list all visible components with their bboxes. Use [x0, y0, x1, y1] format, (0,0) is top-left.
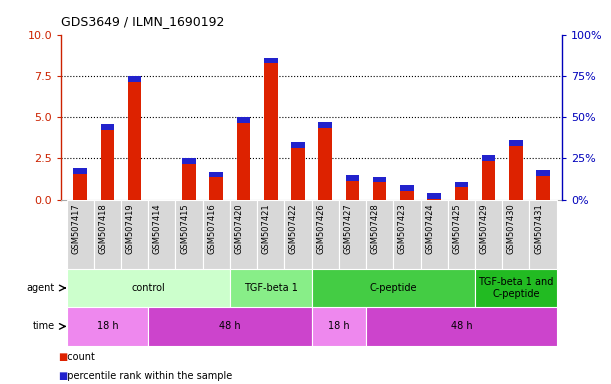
Bar: [73, 168, 87, 174]
Bar: [236, 117, 251, 123]
Bar: [210, 172, 223, 200]
Text: GSM507426: GSM507426: [316, 203, 325, 254]
Bar: [257, 200, 284, 269]
Bar: [67, 307, 148, 346]
Text: GSM507420: GSM507420: [235, 203, 244, 254]
Bar: [264, 58, 277, 200]
Bar: [312, 200, 339, 269]
Bar: [400, 185, 414, 190]
Text: C-peptide: C-peptide: [370, 283, 417, 293]
Text: ■: ■: [58, 352, 67, 362]
Text: 18 h: 18 h: [328, 321, 349, 331]
Bar: [339, 200, 366, 269]
Text: ■: ■: [58, 371, 67, 381]
Bar: [148, 307, 312, 346]
Bar: [182, 159, 196, 200]
Bar: [148, 200, 175, 269]
Bar: [318, 122, 332, 200]
Bar: [393, 200, 420, 269]
Bar: [455, 182, 468, 187]
Text: GSM507422: GSM507422: [289, 203, 298, 254]
Bar: [230, 269, 312, 307]
Text: TGF-beta 1 and
C-peptide: TGF-beta 1 and C-peptide: [478, 277, 554, 299]
Text: percentile rank within the sample: percentile rank within the sample: [61, 371, 232, 381]
Bar: [373, 177, 387, 182]
Bar: [475, 200, 502, 269]
Bar: [128, 76, 141, 82]
Bar: [284, 200, 312, 269]
Bar: [427, 193, 441, 200]
Bar: [482, 155, 496, 200]
Bar: [128, 76, 141, 200]
Text: GSM507419: GSM507419: [126, 203, 134, 254]
Bar: [509, 140, 522, 146]
Bar: [101, 124, 114, 200]
Bar: [93, 200, 121, 269]
Text: GSM507418: GSM507418: [98, 203, 108, 254]
Bar: [346, 175, 359, 200]
Text: count: count: [61, 352, 95, 362]
Bar: [291, 142, 305, 200]
Bar: [400, 185, 414, 200]
Bar: [312, 307, 366, 346]
Bar: [455, 182, 468, 200]
Text: GSM507421: GSM507421: [262, 203, 271, 254]
Bar: [475, 269, 557, 307]
Bar: [448, 200, 475, 269]
Bar: [175, 200, 203, 269]
Bar: [291, 142, 305, 148]
Text: GSM507423: GSM507423: [398, 203, 407, 254]
Bar: [536, 170, 550, 176]
Bar: [536, 170, 550, 200]
Text: GSM507431: GSM507431: [534, 203, 543, 254]
Text: GSM507414: GSM507414: [153, 203, 162, 254]
Bar: [530, 200, 557, 269]
Text: GSM507428: GSM507428: [371, 203, 379, 254]
Bar: [203, 200, 230, 269]
Bar: [121, 200, 148, 269]
Text: GSM507417: GSM507417: [71, 203, 80, 254]
Bar: [366, 200, 393, 269]
Bar: [366, 307, 557, 346]
Text: agent: agent: [27, 283, 55, 293]
Bar: [373, 177, 387, 200]
Bar: [318, 122, 332, 128]
Bar: [67, 200, 93, 269]
Text: time: time: [33, 321, 55, 331]
Bar: [312, 269, 475, 307]
Bar: [420, 200, 448, 269]
Text: GSM507416: GSM507416: [207, 203, 216, 254]
Bar: [101, 124, 114, 129]
Text: 48 h: 48 h: [450, 321, 472, 331]
Text: GSM507424: GSM507424: [425, 203, 434, 254]
Bar: [346, 175, 359, 181]
Bar: [427, 193, 441, 199]
Text: GSM507425: GSM507425: [452, 203, 461, 254]
Text: TGF-beta 1: TGF-beta 1: [244, 283, 298, 293]
Text: 18 h: 18 h: [97, 321, 118, 331]
Bar: [509, 140, 522, 200]
Text: GSM507415: GSM507415: [180, 203, 189, 254]
Bar: [73, 168, 87, 200]
Bar: [502, 200, 530, 269]
Text: GDS3649 / ILMN_1690192: GDS3649 / ILMN_1690192: [61, 15, 224, 28]
Bar: [182, 159, 196, 164]
Bar: [236, 117, 251, 200]
Text: GSM507429: GSM507429: [480, 203, 489, 254]
Bar: [210, 172, 223, 177]
Bar: [230, 200, 257, 269]
Text: GSM507430: GSM507430: [507, 203, 516, 254]
Bar: [482, 155, 496, 161]
Bar: [264, 58, 277, 63]
Text: GSM507427: GSM507427: [343, 203, 353, 254]
Text: control: control: [131, 283, 165, 293]
Bar: [67, 269, 230, 307]
Text: 48 h: 48 h: [219, 321, 241, 331]
